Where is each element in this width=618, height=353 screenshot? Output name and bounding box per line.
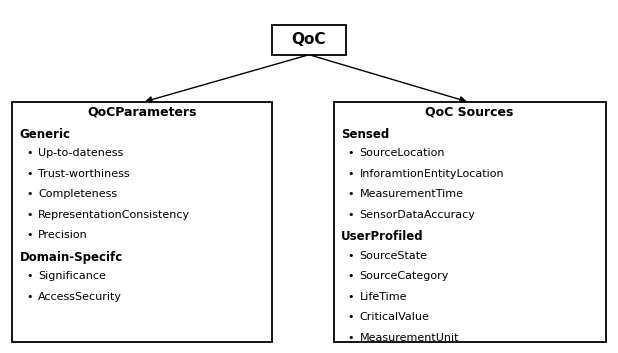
- Text: LifeTime: LifeTime: [360, 292, 407, 301]
- Text: MeasurementTime: MeasurementTime: [360, 189, 464, 199]
- Text: AccessSecurity: AccessSecurity: [38, 292, 122, 301]
- Text: •: •: [26, 169, 33, 179]
- Text: Sensed: Sensed: [341, 128, 389, 141]
- Text: SourceState: SourceState: [360, 251, 428, 261]
- Text: •: •: [26, 210, 33, 220]
- Text: •: •: [26, 230, 33, 240]
- Text: •: •: [347, 169, 354, 179]
- Text: •: •: [347, 271, 354, 281]
- Text: MeasurementUnit: MeasurementUnit: [360, 333, 459, 342]
- Text: Precision: Precision: [38, 230, 88, 240]
- Text: Trust-worthiness: Trust-worthiness: [38, 169, 130, 179]
- Text: •: •: [26, 292, 33, 301]
- Text: •: •: [26, 271, 33, 281]
- FancyBboxPatch shape: [272, 25, 346, 55]
- Text: •: •: [347, 251, 354, 261]
- Text: •: •: [347, 189, 354, 199]
- Text: QoC: QoC: [292, 32, 326, 47]
- Text: QoC Sources: QoC Sources: [425, 106, 514, 119]
- Text: •: •: [347, 148, 354, 158]
- Text: RepresentationConsistency: RepresentationConsistency: [38, 210, 190, 220]
- FancyBboxPatch shape: [334, 102, 606, 342]
- Text: SourceLocation: SourceLocation: [360, 148, 445, 158]
- Text: •: •: [347, 333, 354, 342]
- Text: •: •: [347, 210, 354, 220]
- Text: SensorDataAccuracy: SensorDataAccuracy: [360, 210, 476, 220]
- Text: Domain-Specifc: Domain-Specifc: [20, 251, 123, 264]
- Text: Generic: Generic: [20, 128, 71, 141]
- Text: •: •: [26, 148, 33, 158]
- Text: InforamtionEntityLocation: InforamtionEntityLocation: [360, 169, 504, 179]
- Text: QoCParameters: QoCParameters: [87, 106, 197, 119]
- Text: •: •: [347, 292, 354, 301]
- Text: SourceCategory: SourceCategory: [360, 271, 449, 281]
- Text: •: •: [26, 189, 33, 199]
- Text: CriticalValue: CriticalValue: [360, 312, 430, 322]
- Text: Completeness: Completeness: [38, 189, 117, 199]
- Text: •: •: [347, 312, 354, 322]
- Text: Up-to-dateness: Up-to-dateness: [38, 148, 124, 158]
- FancyBboxPatch shape: [12, 102, 272, 342]
- Text: UserProfiled: UserProfiled: [341, 230, 424, 243]
- Text: Significance: Significance: [38, 271, 106, 281]
